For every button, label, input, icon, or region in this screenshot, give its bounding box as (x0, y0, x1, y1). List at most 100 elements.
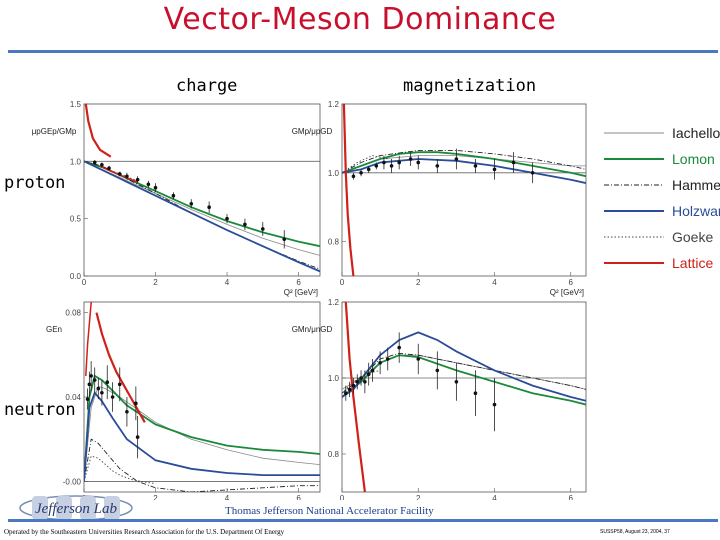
footer-lab-name: Thomas Jefferson National Accelerator Fa… (225, 505, 434, 517)
data-point (125, 174, 129, 179)
x-axis-label: Q² [GeV²] (284, 288, 318, 297)
curves (84, 302, 320, 492)
data-point (260, 227, 265, 231)
y-axis-label: GEn (46, 325, 62, 334)
data-point (153, 185, 158, 190)
data-point (454, 380, 459, 384)
data-point (92, 160, 97, 165)
y-tick-label: 0.0 (70, 272, 82, 281)
footer-event: SUSSP58, August 23, 2004, 37 (600, 529, 670, 535)
legend-label-hammer: Hammer (672, 177, 720, 193)
data-point (359, 376, 363, 380)
series-lattice (84, 104, 112, 158)
row-label-proton: proton (4, 173, 66, 193)
data-point (89, 374, 93, 378)
data-point (370, 368, 375, 373)
top-divider (8, 50, 718, 53)
y-axis-label: GMn/μnGD (292, 325, 333, 334)
data-point (117, 172, 122, 176)
data-point (389, 164, 394, 168)
data-point (282, 237, 287, 242)
data-point (408, 157, 413, 161)
data-point (351, 383, 356, 388)
series-lattice (342, 104, 355, 276)
column-label-charge: charge (176, 76, 238, 96)
data-point (363, 380, 367, 384)
y-tick-label: 1.2 (328, 298, 340, 307)
data-point (189, 201, 194, 206)
data-point (473, 164, 478, 168)
y-tick-label: 1.0 (328, 169, 340, 178)
series-lattice-steep (85, 302, 92, 376)
data-point (117, 382, 122, 387)
y-tick-label: 1.0 (328, 374, 340, 383)
data-point (347, 387, 352, 392)
data-point (530, 171, 535, 175)
series-holzwarth (342, 331, 586, 402)
data-point (492, 167, 497, 172)
y-tick-label: 1.0 (70, 157, 82, 166)
x-tick-label: 6 (296, 494, 301, 500)
curves (84, 104, 320, 273)
data-point (110, 395, 115, 399)
y-tick-label: 1.2 (328, 100, 340, 109)
data-point (511, 160, 516, 165)
legend-label-lomon: Lomon (672, 151, 715, 167)
data-point (435, 164, 440, 168)
data-point (96, 386, 101, 391)
x-tick-label: 0 (340, 278, 345, 287)
series-goeke (84, 455, 156, 485)
data-point (243, 222, 247, 227)
x-tick-label: 0 (82, 278, 87, 287)
legend-label-iachello: Iachello (672, 125, 720, 141)
data-point (416, 160, 421, 165)
x-tick-label: 6 (296, 278, 301, 287)
footer-operated-by: Operated by the Southeastern Universitie… (4, 528, 285, 536)
data-point (105, 380, 110, 385)
data-point (473, 391, 478, 396)
svg-text:Jefferson Lab: Jefferson Lab (35, 501, 118, 517)
y-axis-label: μpGEp/GMp (32, 127, 77, 136)
data-point (492, 402, 497, 407)
x-axis-label: Q² [GeV²] (550, 288, 584, 297)
data-point (207, 205, 211, 209)
series-hammer (342, 149, 586, 174)
series-holzwarth (84, 160, 320, 273)
data-point (397, 345, 401, 350)
series-holzwarth (84, 391, 320, 482)
data-point (359, 171, 363, 175)
data-point (92, 378, 97, 382)
x-tick-label: 2 (153, 494, 158, 500)
data-point (87, 382, 92, 387)
y-tick-label: 0.04 (65, 393, 81, 402)
slide-title: Vector-Meson Dominance (163, 2, 557, 37)
bottom-divider (8, 519, 718, 522)
data-point (135, 177, 140, 182)
plot-frame (83, 103, 321, 277)
curves (342, 104, 586, 276)
jefferson-lab-logo: Jefferson Lab (19, 495, 133, 521)
y-tick-label: 0.08 (65, 309, 81, 318)
data-point (107, 166, 111, 171)
data-point (146, 182, 151, 187)
x-tick-label: 4 (225, 278, 230, 287)
series-iachello (84, 160, 320, 256)
y-axis-label: GMp/μpGD (292, 127, 333, 136)
data-point (125, 409, 129, 414)
data-point (366, 372, 371, 377)
data-point (435, 368, 440, 373)
data-point (416, 357, 421, 361)
y-tick-label: 0.8 (328, 238, 340, 247)
x-tick-label: 4 (225, 494, 230, 500)
x-tick-label: 6 (569, 278, 574, 287)
data-point (351, 174, 356, 179)
data-point (378, 361, 382, 365)
plots-canvas: 0 2 4 6 0.0 0.5 1.0 1.5 Q² [GeV²] μpGEp/GMp 0 2 4 6 0.… (32, 100, 720, 500)
chart-proton-magnetization: 0 2 4 6 0.8 1.0 1.2 Q² [GeV²] GMp/μpGD (292, 100, 587, 297)
y-tick-label: 1.5 (70, 100, 82, 109)
x-tick-label: 2 (416, 278, 421, 287)
series-hammer (84, 438, 320, 492)
y-tick-label: 0.8 (328, 450, 340, 459)
